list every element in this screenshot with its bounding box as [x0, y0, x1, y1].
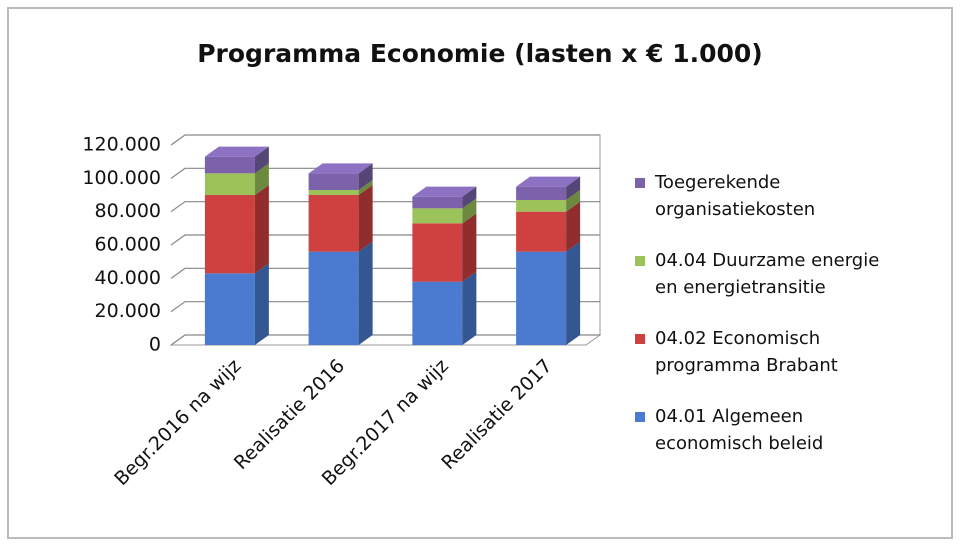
legend-label: 04.02 Economisch programma Brabant	[655, 328, 838, 376]
y-tick-label: 80.000	[95, 200, 161, 222]
bar-side	[462, 271, 477, 345]
y-tick-label: 0	[149, 334, 161, 356]
bar-segment	[204, 156, 255, 174]
bar-segment	[204, 195, 255, 274]
bar-side	[254, 146, 269, 174]
legend-label: Toegerekende organisatiekosten	[654, 172, 815, 220]
bar-side	[358, 163, 373, 190]
legend-swatch	[635, 334, 645, 344]
bar-top	[516, 176, 581, 187]
bar-side	[358, 241, 373, 345]
bar-segment	[412, 281, 463, 345]
bar-side	[254, 163, 269, 195]
y-tick-label: 120.000	[82, 134, 161, 156]
frame	[7, 7, 953, 539]
bar-side	[462, 198, 477, 224]
bar-segment	[516, 251, 567, 345]
bar-segment	[308, 195, 359, 252]
bar-side	[566, 201, 581, 252]
bar-side	[566, 176, 581, 200]
legend-swatch	[635, 178, 645, 188]
bar-segment	[516, 211, 567, 252]
bar-side	[566, 190, 581, 212]
legend-swatch	[635, 256, 645, 266]
bar-top	[204, 146, 269, 157]
bar-side	[254, 263, 269, 345]
grid-line	[170, 134, 600, 146]
bar-top	[308, 163, 373, 174]
legend-label: 04.01 Algemeen economisch beleid	[655, 406, 823, 454]
y-tick-label: 20.000	[95, 300, 161, 322]
bar-side	[254, 185, 269, 274]
bar-top	[412, 186, 477, 197]
bar-segment	[204, 273, 255, 345]
bar-segment	[308, 173, 359, 190]
bar-segment	[516, 200, 567, 212]
bar-segment	[516, 186, 567, 200]
bar-segment	[308, 190, 359, 195]
y-tick-label: 60.000	[95, 234, 161, 256]
bar-side	[358, 180, 373, 195]
chart-title: Programma Economie (lasten x € 1.000)	[197, 39, 763, 68]
bar-segment	[204, 173, 255, 195]
grid-line	[170, 167, 600, 179]
legend-swatch	[635, 412, 645, 422]
bar-segment	[412, 208, 463, 224]
y-tick-label: 100.000	[82, 167, 161, 189]
bar-segment	[412, 196, 463, 209]
bar-segment	[308, 251, 359, 345]
bar-side	[358, 185, 373, 252]
bar-side	[462, 186, 477, 209]
bar-side	[462, 213, 477, 282]
bar-segment	[412, 223, 463, 282]
bar-side	[566, 241, 581, 345]
y-tick-label: 40.000	[95, 267, 161, 289]
legend-label: 04.04 Duurzame energie en energietransiti…	[655, 250, 879, 298]
